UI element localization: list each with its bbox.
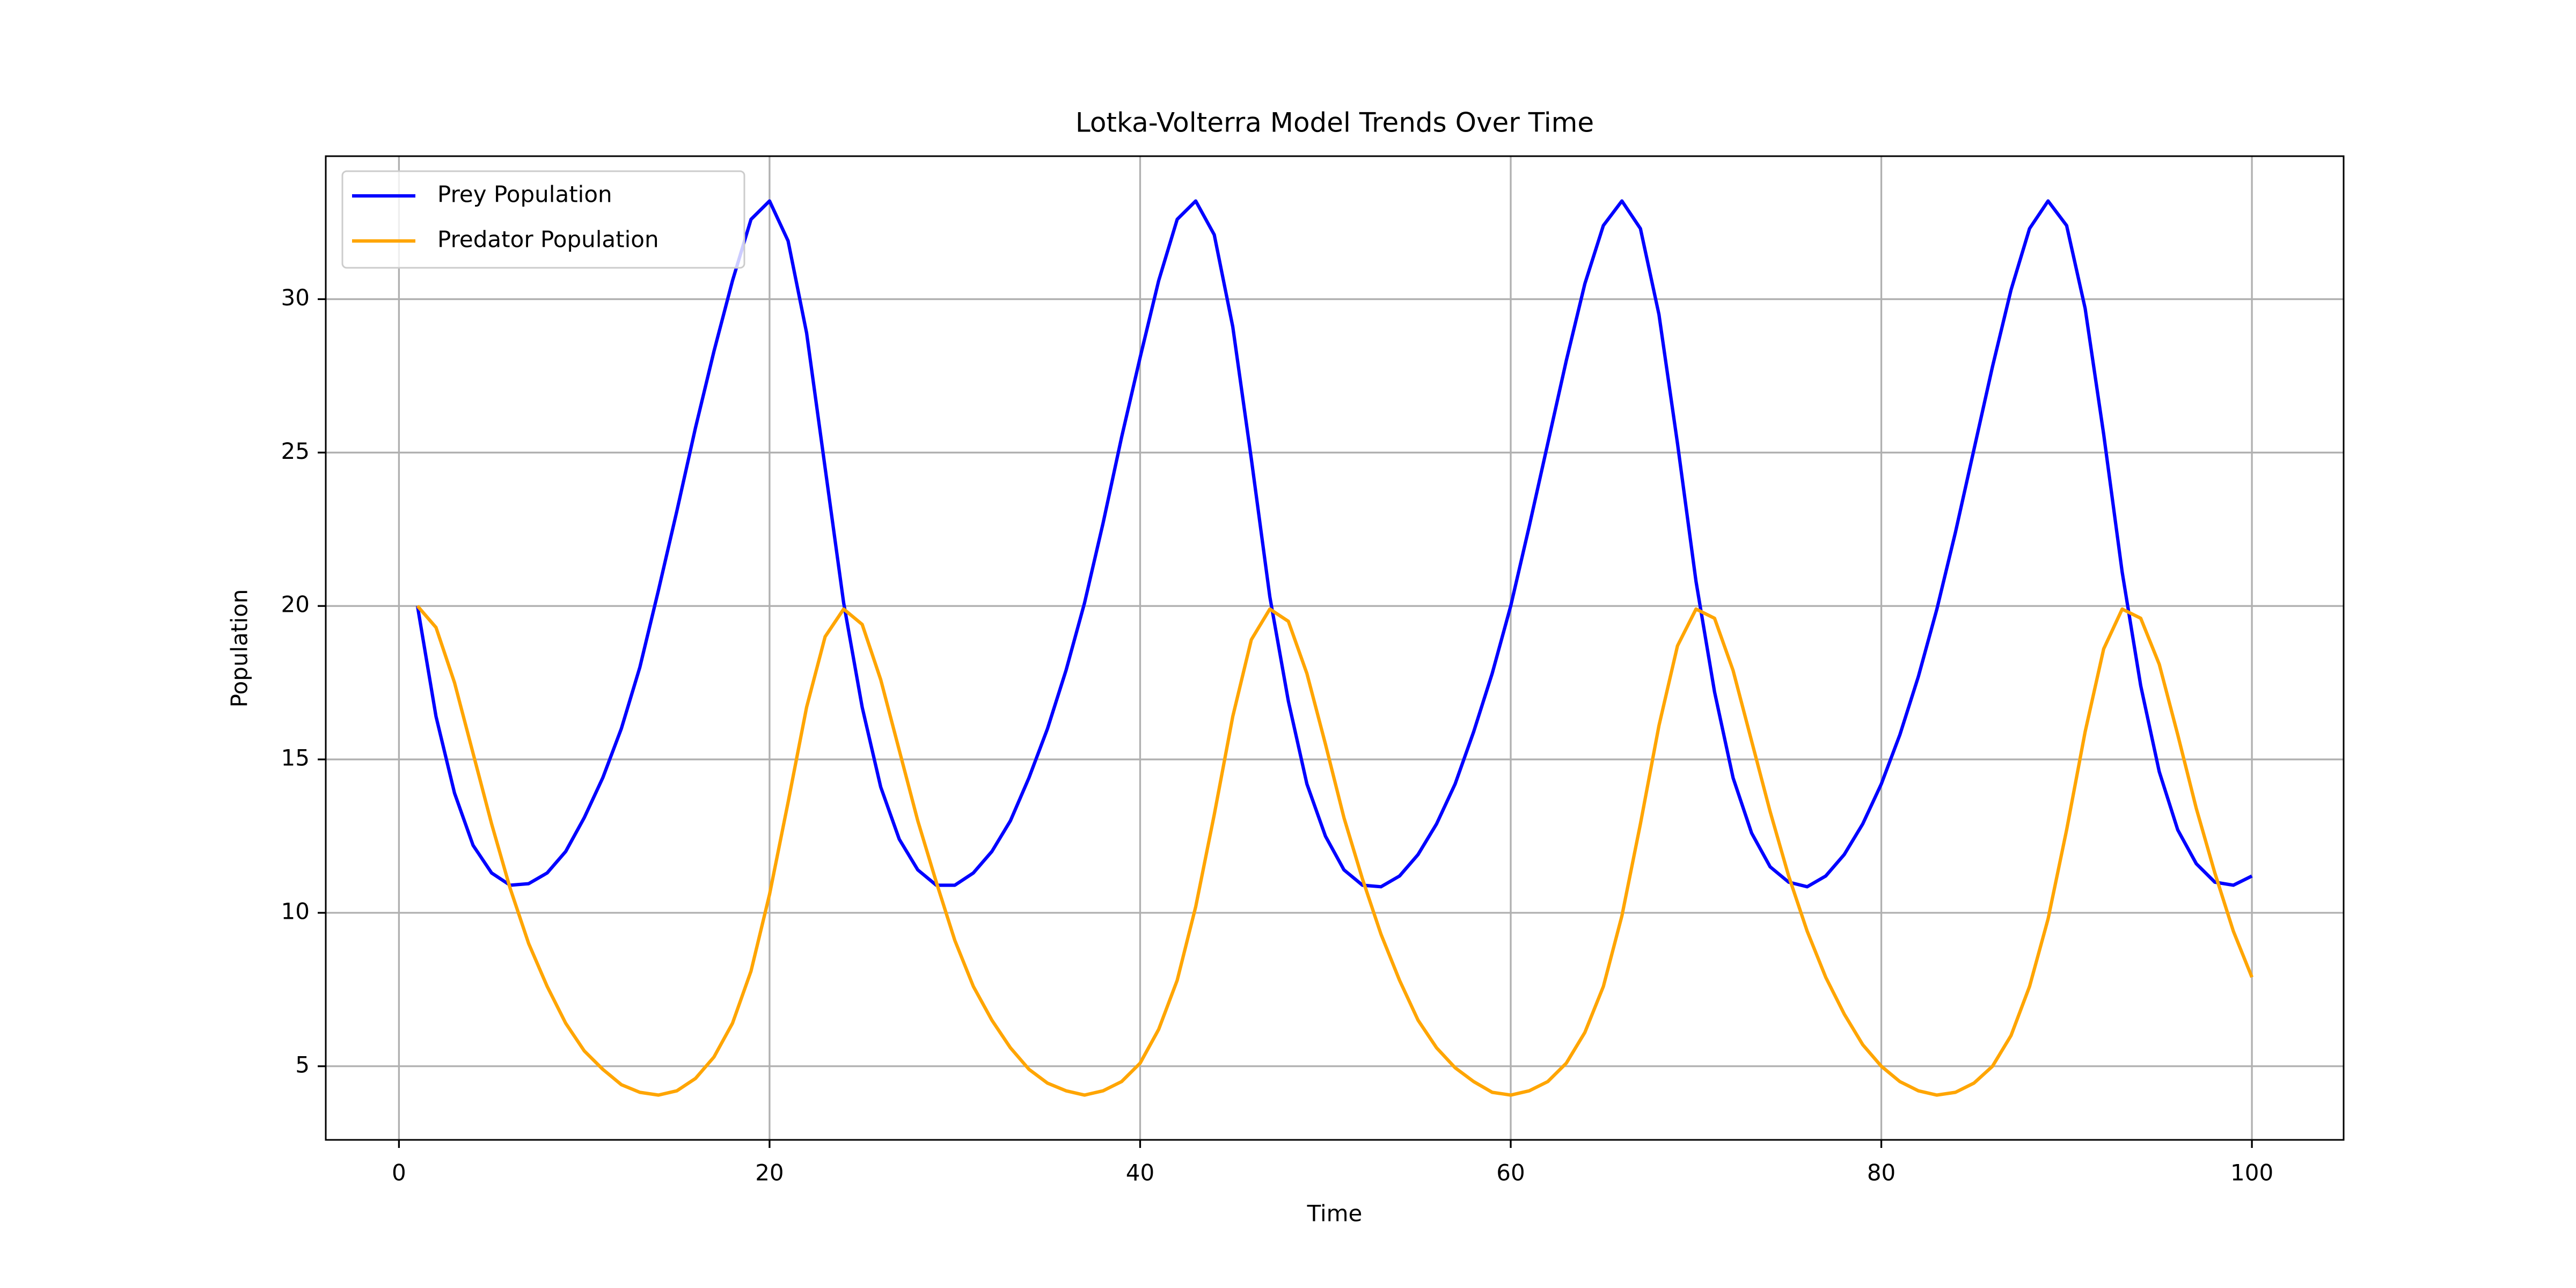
x-tick-label: 80 <box>1867 1160 1896 1186</box>
axes-frame <box>325 155 2345 1141</box>
series-line <box>415 199 2253 889</box>
x-tick-label: 100 <box>2230 1160 2273 1186</box>
y-tick-label: 15 <box>281 745 310 771</box>
x-tick-label: 20 <box>755 1160 784 1186</box>
series-line <box>416 605 2253 1097</box>
plot-area <box>415 199 2253 1097</box>
chart-title: Lotka-Volterra Model Trends Over Time <box>1075 107 1594 138</box>
legend-label: Prey Population <box>437 181 612 208</box>
x-tick-label: 60 <box>1496 1160 1525 1186</box>
y-tick-label: 30 <box>281 284 310 311</box>
y-tick-label: 10 <box>281 898 310 924</box>
legend-label: Predator Population <box>437 226 659 253</box>
legend-box <box>341 170 745 269</box>
x-tick-label: 40 <box>1126 1160 1154 1186</box>
y-tick-label: 20 <box>281 591 310 618</box>
x-tick-label: 0 <box>392 1160 406 1186</box>
ticks: 0 20 40 60 80 100 5 10 15 20 25 30 <box>281 284 2274 1186</box>
x-axis-label: Time <box>1307 1201 1363 1227</box>
y-tick-label: 5 <box>295 1051 310 1078</box>
legend: Prey Population Predator Population <box>341 170 745 269</box>
grid <box>326 156 2344 1140</box>
y-axis-label: Population <box>226 589 253 708</box>
y-tick-label: 25 <box>281 438 310 464</box>
